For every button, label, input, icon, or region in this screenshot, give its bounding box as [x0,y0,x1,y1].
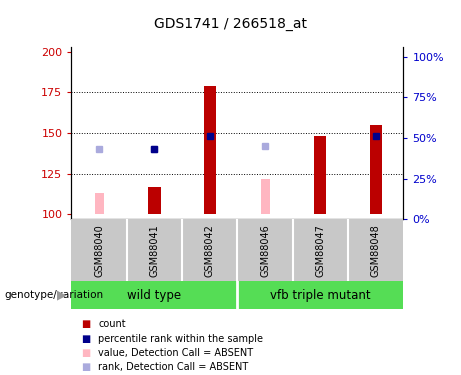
Text: genotype/variation: genotype/variation [5,290,104,300]
Bar [148,187,160,214]
Bar [371,125,380,214]
Text: GSM88048: GSM88048 [371,224,381,277]
Bar [316,136,325,214]
Text: GSM88042: GSM88042 [205,224,215,277]
Bar [370,125,382,214]
Text: GSM88046: GSM88046 [260,224,270,277]
Text: GSM88047: GSM88047 [315,224,325,277]
Text: count: count [98,320,126,329]
Bar [260,179,270,214]
Bar [95,194,104,214]
Bar [237,281,403,309]
Bar [314,136,326,214]
Text: ■: ■ [81,362,90,372]
Text: vfb triple mutant: vfb triple mutant [270,289,371,302]
Bar [150,187,159,214]
Text: ■: ■ [81,348,90,358]
Bar [204,86,216,214]
Bar [71,281,237,309]
Text: percentile rank within the sample: percentile rank within the sample [98,334,263,344]
Text: GSM88041: GSM88041 [149,224,160,277]
Text: ■: ■ [81,334,90,344]
Text: rank, Detection Call = ABSENT: rank, Detection Call = ABSENT [98,362,248,372]
Text: ■: ■ [81,320,90,329]
Text: GDS1741 / 266518_at: GDS1741 / 266518_at [154,17,307,32]
Text: ▶: ▶ [57,289,67,302]
Text: wild type: wild type [127,289,182,302]
Text: GSM88040: GSM88040 [94,224,104,277]
Bar [205,136,214,214]
Text: value, Detection Call = ABSENT: value, Detection Call = ABSENT [98,348,253,358]
